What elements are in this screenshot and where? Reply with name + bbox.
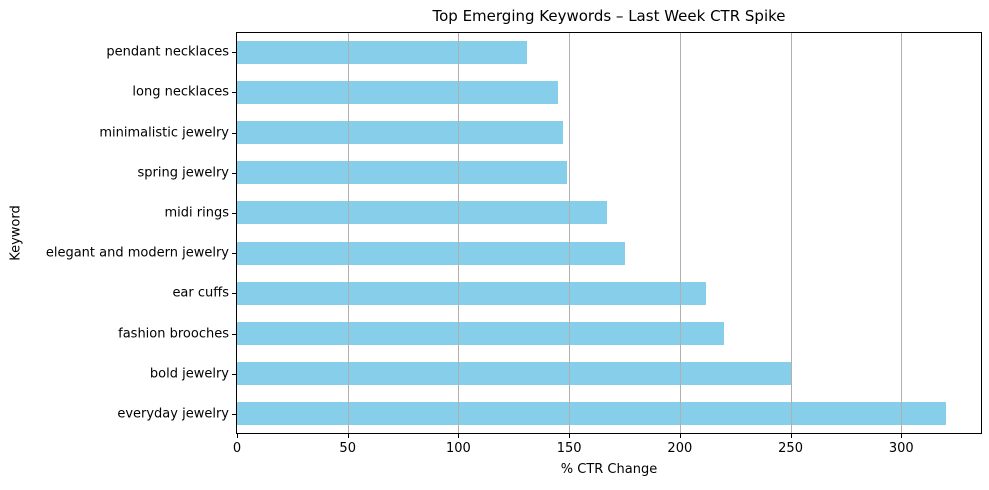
ytick-label-midi-rings: midi rings [164, 205, 230, 221]
gridline-x-200 [679, 33, 681, 433]
ytick-mark [232, 92, 236, 94]
xtick-label-250: 250 [778, 441, 803, 456]
ytick-label-bold-jewelry: bold jewelry [149, 366, 229, 382]
bar-fashion-brooches [237, 322, 725, 345]
ytick-label-minimalistic-jewelry: minimalistic jewelry [99, 125, 229, 140]
gridline-x-250 [790, 33, 792, 433]
bar-everyday-jewelry [237, 402, 946, 426]
xtick-mark [569, 434, 571, 438]
bar-bold-jewelry [237, 362, 791, 386]
ytick-label-everyday-jewelry: everyday jewelry [117, 406, 229, 422]
ytick-mark [232, 373, 236, 375]
bar-ear-cuffs [237, 281, 707, 305]
ytick-mark [232, 52, 236, 54]
ytick-label-spring-jewelry: spring jewelry [137, 165, 230, 181]
bar-minimalistic-jewelry [237, 121, 563, 144]
gridline-x-50 [347, 33, 349, 433]
ytick-mark [232, 293, 236, 295]
xtick-mark [347, 434, 349, 438]
ytick-mark [232, 413, 236, 415]
gridline-x-150 [569, 33, 571, 433]
xtick-mark [679, 434, 681, 438]
ytick-mark [232, 172, 236, 174]
ytick-label-ear-cuffs: ear cuffs [172, 285, 229, 301]
xtick-label-300: 300 [888, 441, 914, 456]
chart-title: Top Emerging Keywords – Last Week CTR Sp… [432, 7, 786, 25]
ytick-mark [232, 253, 236, 255]
bar-elegant-and-modern-jewelry [237, 241, 625, 265]
ytick-mark [232, 132, 236, 134]
bar-pendant-necklaces [237, 40, 528, 64]
gridline-x-100 [458, 33, 460, 433]
bar-spring-jewelry [237, 161, 567, 185]
plot-area [236, 32, 982, 434]
xtick-mark [458, 434, 460, 438]
xtick-label-100: 100 [446, 441, 471, 456]
ytick-label-long-necklaces: long necklaces [132, 84, 229, 100]
x-axis-label: % CTR Change [560, 462, 658, 477]
xtick-label-50: 50 [339, 441, 356, 456]
ytick-label-pendant-necklaces: pendant necklaces [106, 44, 229, 60]
xtick-mark [237, 434, 238, 438]
gridline-x-300 [901, 33, 903, 433]
bar-midi-rings [237, 201, 607, 225]
xtick-label-200: 200 [667, 441, 693, 456]
ytick-label-elegant-and-modern-jewelry: elegant and modern jewelry [45, 245, 229, 261]
ytick-label-fashion-brooches: fashion brooches [118, 326, 229, 341]
bar-long-necklaces [237, 80, 559, 104]
xtick-label-150: 150 [556, 441, 582, 456]
xtick-mark [901, 434, 903, 438]
ytick-mark [232, 212, 236, 214]
ytick-mark [232, 333, 236, 335]
xtick-label-0: 0 [232, 441, 242, 456]
xtick-mark [790, 434, 792, 438]
